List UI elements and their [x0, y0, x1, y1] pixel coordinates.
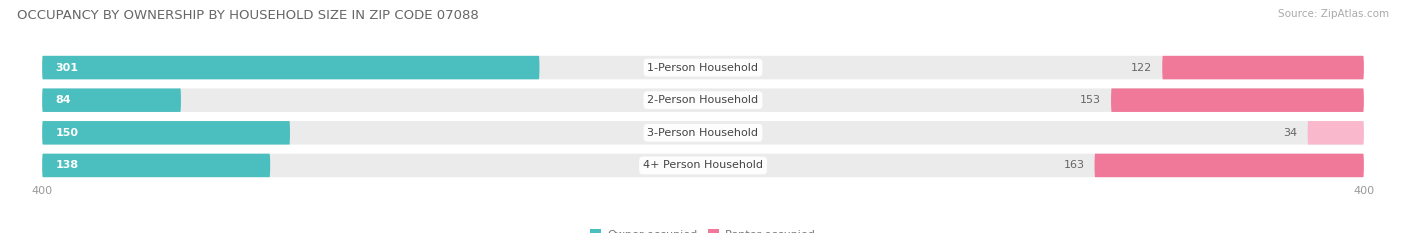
FancyBboxPatch shape: [42, 89, 181, 112]
Text: 138: 138: [55, 161, 79, 170]
FancyBboxPatch shape: [42, 56, 1364, 79]
Text: Source: ZipAtlas.com: Source: ZipAtlas.com: [1278, 9, 1389, 19]
FancyBboxPatch shape: [42, 89, 1364, 112]
FancyBboxPatch shape: [42, 121, 290, 144]
Text: 150: 150: [55, 128, 79, 138]
FancyBboxPatch shape: [1111, 89, 1364, 112]
FancyBboxPatch shape: [42, 56, 540, 79]
Text: OCCUPANCY BY OWNERSHIP BY HOUSEHOLD SIZE IN ZIP CODE 07088: OCCUPANCY BY OWNERSHIP BY HOUSEHOLD SIZE…: [17, 9, 478, 22]
FancyBboxPatch shape: [42, 121, 1364, 144]
Text: 4+ Person Household: 4+ Person Household: [643, 161, 763, 170]
FancyBboxPatch shape: [42, 154, 270, 177]
Text: 1-Person Household: 1-Person Household: [648, 63, 758, 72]
Text: 84: 84: [55, 95, 72, 105]
Text: 34: 34: [1284, 128, 1298, 138]
FancyBboxPatch shape: [1308, 121, 1364, 144]
Legend: Owner-occupied, Renter-occupied: Owner-occupied, Renter-occupied: [586, 225, 820, 233]
Text: 122: 122: [1130, 63, 1153, 72]
Text: 153: 153: [1080, 95, 1101, 105]
FancyBboxPatch shape: [42, 154, 1364, 177]
Text: 2-Person Household: 2-Person Household: [647, 95, 759, 105]
Text: 301: 301: [55, 63, 79, 72]
Text: 163: 163: [1063, 161, 1084, 170]
FancyBboxPatch shape: [1163, 56, 1364, 79]
FancyBboxPatch shape: [1094, 154, 1364, 177]
Text: 3-Person Household: 3-Person Household: [648, 128, 758, 138]
